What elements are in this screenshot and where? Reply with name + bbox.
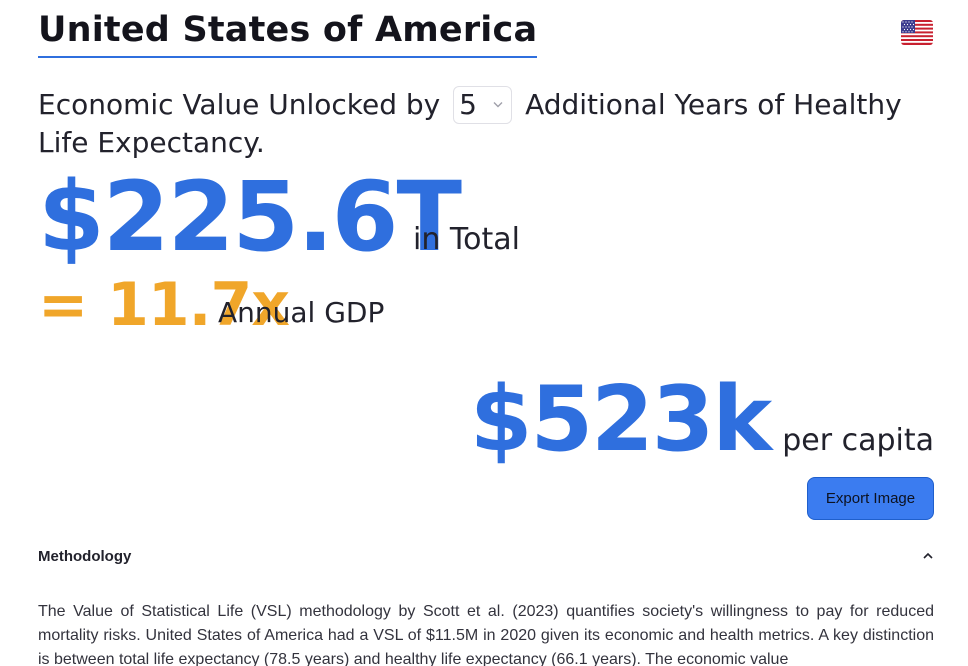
methodology-toggle[interactable]: Methodology [38,542,934,570]
us-flag-icon [901,20,933,45]
per-capita-group: $523k per capita [470,368,934,472]
total-label: in Total [413,222,520,257]
total-value: $225.6T [38,161,462,273]
chevron-up-icon [923,552,933,559]
per-capita-label: per capita [782,423,934,458]
headline-prefix: Economic Value Unlocked by [38,88,441,121]
years-select[interactable]: 5 [453,86,513,124]
methodology-text: The Value of Statistical Life (VSL) meth… [38,603,934,666]
years-select-value: 5 [459,88,477,121]
per-capita-value: $523k [469,367,772,472]
headline-suffix: Additional Years of Healthy Life Expecta… [38,88,902,159]
country-title: United States of America [38,10,538,58]
headline: Economic Value Unlocked by 5 Additional … [38,86,918,162]
export-image-button[interactable]: Export Image [807,477,934,520]
chevron-down-icon [493,102,503,108]
gdp-multiple-value: = 11.7x [38,270,290,340]
gdp-label: Annual GDP [218,296,385,329]
methodology-title: Methodology [38,547,132,565]
